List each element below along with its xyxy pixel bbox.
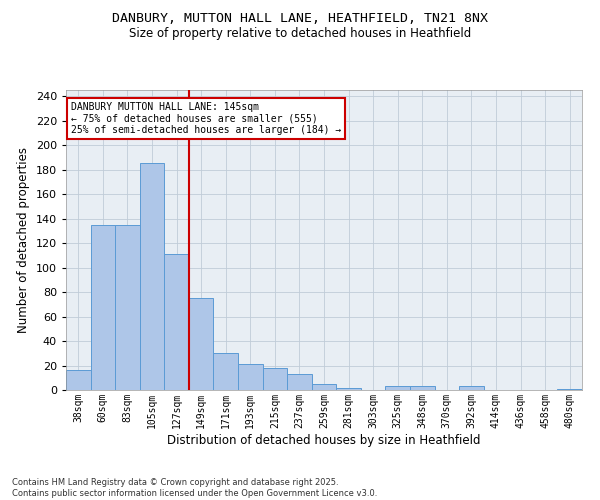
Bar — [287, 374, 312, 390]
X-axis label: Distribution of detached houses by size in Heathfield: Distribution of detached houses by size … — [167, 434, 481, 446]
Bar — [214, 354, 238, 390]
Bar — [238, 364, 263, 390]
Bar — [312, 384, 336, 390]
Text: DANBURY MUTTON HALL LANE: 145sqm
← 75% of detached houses are smaller (555)
25% : DANBURY MUTTON HALL LANE: 145sqm ← 75% o… — [71, 102, 341, 135]
Text: DANBURY, MUTTON HALL LANE, HEATHFIELD, TN21 8NX: DANBURY, MUTTON HALL LANE, HEATHFIELD, T… — [112, 12, 488, 26]
Bar — [263, 368, 287, 390]
Text: Size of property relative to detached houses in Heathfield: Size of property relative to detached ho… — [129, 28, 471, 40]
Bar — [164, 254, 189, 390]
Bar — [557, 389, 582, 390]
Bar — [115, 224, 140, 390]
Text: Contains HM Land Registry data © Crown copyright and database right 2025.
Contai: Contains HM Land Registry data © Crown c… — [12, 478, 377, 498]
Bar — [336, 388, 361, 390]
Y-axis label: Number of detached properties: Number of detached properties — [17, 147, 30, 333]
Bar — [91, 224, 115, 390]
Bar — [140, 164, 164, 390]
Bar — [189, 298, 214, 390]
Bar — [385, 386, 410, 390]
Bar — [459, 386, 484, 390]
Bar — [66, 370, 91, 390]
Bar — [410, 386, 434, 390]
